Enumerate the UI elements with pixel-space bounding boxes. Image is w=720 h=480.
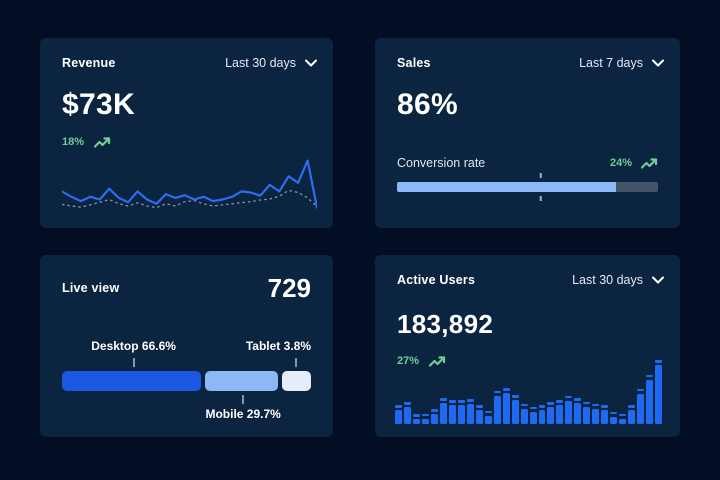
conversion-progress-fill [397, 182, 617, 192]
bar [412, 414, 420, 424]
revenue-delta: 18% [62, 136, 85, 148]
chevron-down-icon [305, 59, 317, 67]
sales-range-label: Last 7 days [579, 56, 643, 70]
bar [646, 374, 654, 424]
tablet-share-label: Tablet 3.8% [245, 339, 311, 353]
revenue-range-label: Last 30 days [225, 56, 296, 70]
sales-delta-row: 24% [610, 157, 658, 169]
bar [484, 410, 492, 424]
live-view-card-header: Live view [62, 281, 317, 295]
revenue-value: $73K [62, 88, 135, 121]
bar [502, 388, 510, 424]
bar [439, 398, 447, 424]
bar [601, 405, 609, 424]
active-users-delta-row: 27% [397, 355, 446, 367]
sales-card-header: Sales Last 7 days [397, 56, 664, 70]
sales-value: 86% [397, 88, 458, 121]
segment-mobile [204, 371, 279, 391]
bar [592, 403, 600, 424]
bar [403, 402, 411, 424]
bar [610, 411, 618, 424]
bar [457, 400, 465, 424]
sales-range-selector[interactable]: Last 7 days [579, 56, 664, 70]
sales-card: Sales Last 7 days 86% Conversion rate 24… [375, 38, 680, 228]
bar [637, 388, 645, 424]
active-users-bar-chart [395, 360, 663, 424]
mobile-pointer-line [242, 395, 245, 404]
bar [395, 405, 402, 424]
revenue-card-title: Revenue [62, 56, 116, 70]
bar [529, 406, 537, 424]
revenue-card-header: Revenue Last 30 days [62, 56, 317, 70]
bar [511, 395, 519, 424]
active-users-card-header: Active Users Last 30 days [397, 273, 664, 287]
active-users-card: Active Users Last 30 days 183,892 27% [375, 255, 680, 437]
trend-up-icon [94, 136, 111, 148]
active-users-range-label: Last 30 days [572, 273, 643, 287]
live-view-card-title: Live view [62, 281, 120, 295]
bar [556, 400, 564, 424]
conversion-rate-row: Conversion rate 24% [397, 156, 658, 170]
conversion-progress-track [397, 173, 658, 201]
bar [493, 390, 501, 424]
trend-up-icon [429, 355, 446, 367]
revenue-delta-row: 18% [62, 136, 111, 148]
device-stacked-bar [62, 371, 311, 391]
progress-marker-bottom [539, 196, 542, 201]
segment-tablet [282, 371, 311, 391]
bar [538, 405, 546, 424]
active-users-delta: 27% [397, 355, 420, 367]
bar [628, 405, 636, 424]
bar [547, 402, 555, 424]
progress-marker-top [539, 173, 542, 178]
active-users-range-selector[interactable]: Last 30 days [572, 273, 664, 287]
device-breakdown-chart: Desktop 66.6% Tablet 3.8% Mobile 29.7% [62, 339, 311, 429]
revenue-line-chart [62, 155, 317, 215]
desktop-pointer-line [132, 358, 135, 367]
live-view-count: 729 [267, 273, 311, 303]
desktop-share-label: Desktop 66.6% [91, 339, 176, 353]
trend-up-icon [641, 157, 658, 169]
bar [565, 395, 573, 424]
bar [421, 413, 429, 424]
bar [655, 360, 663, 424]
tablet-pointer-line [295, 358, 298, 367]
bar [475, 405, 483, 424]
bar [430, 409, 438, 424]
bar [574, 398, 582, 424]
bar [619, 413, 627, 424]
conversion-rate-label: Conversion rate [397, 156, 486, 170]
revenue-range-selector[interactable]: Last 30 days [225, 56, 317, 70]
chevron-down-icon [652, 276, 664, 284]
segment-desktop [62, 371, 201, 391]
chevron-down-icon [652, 59, 664, 67]
bar [466, 399, 474, 424]
revenue-card: Revenue Last 30 days $73K 18% [40, 38, 333, 228]
bar [520, 403, 528, 424]
conversion-rate-block: Conversion rate 24% [397, 156, 658, 201]
bar [583, 401, 591, 424]
active-users-card-title: Active Users [397, 273, 476, 287]
active-users-value: 183,892 [397, 309, 494, 339]
sales-card-title: Sales [397, 56, 431, 70]
dashboard-grid: Revenue Last 30 days $73K 18% Sales Last… [40, 38, 680, 437]
live-view-card: Live view 729 Desktop 66.6% Tablet 3.8% … [40, 255, 333, 437]
bar [448, 400, 456, 424]
mobile-share-label: Mobile 29.7% [205, 407, 281, 421]
sales-delta: 24% [609, 157, 632, 169]
